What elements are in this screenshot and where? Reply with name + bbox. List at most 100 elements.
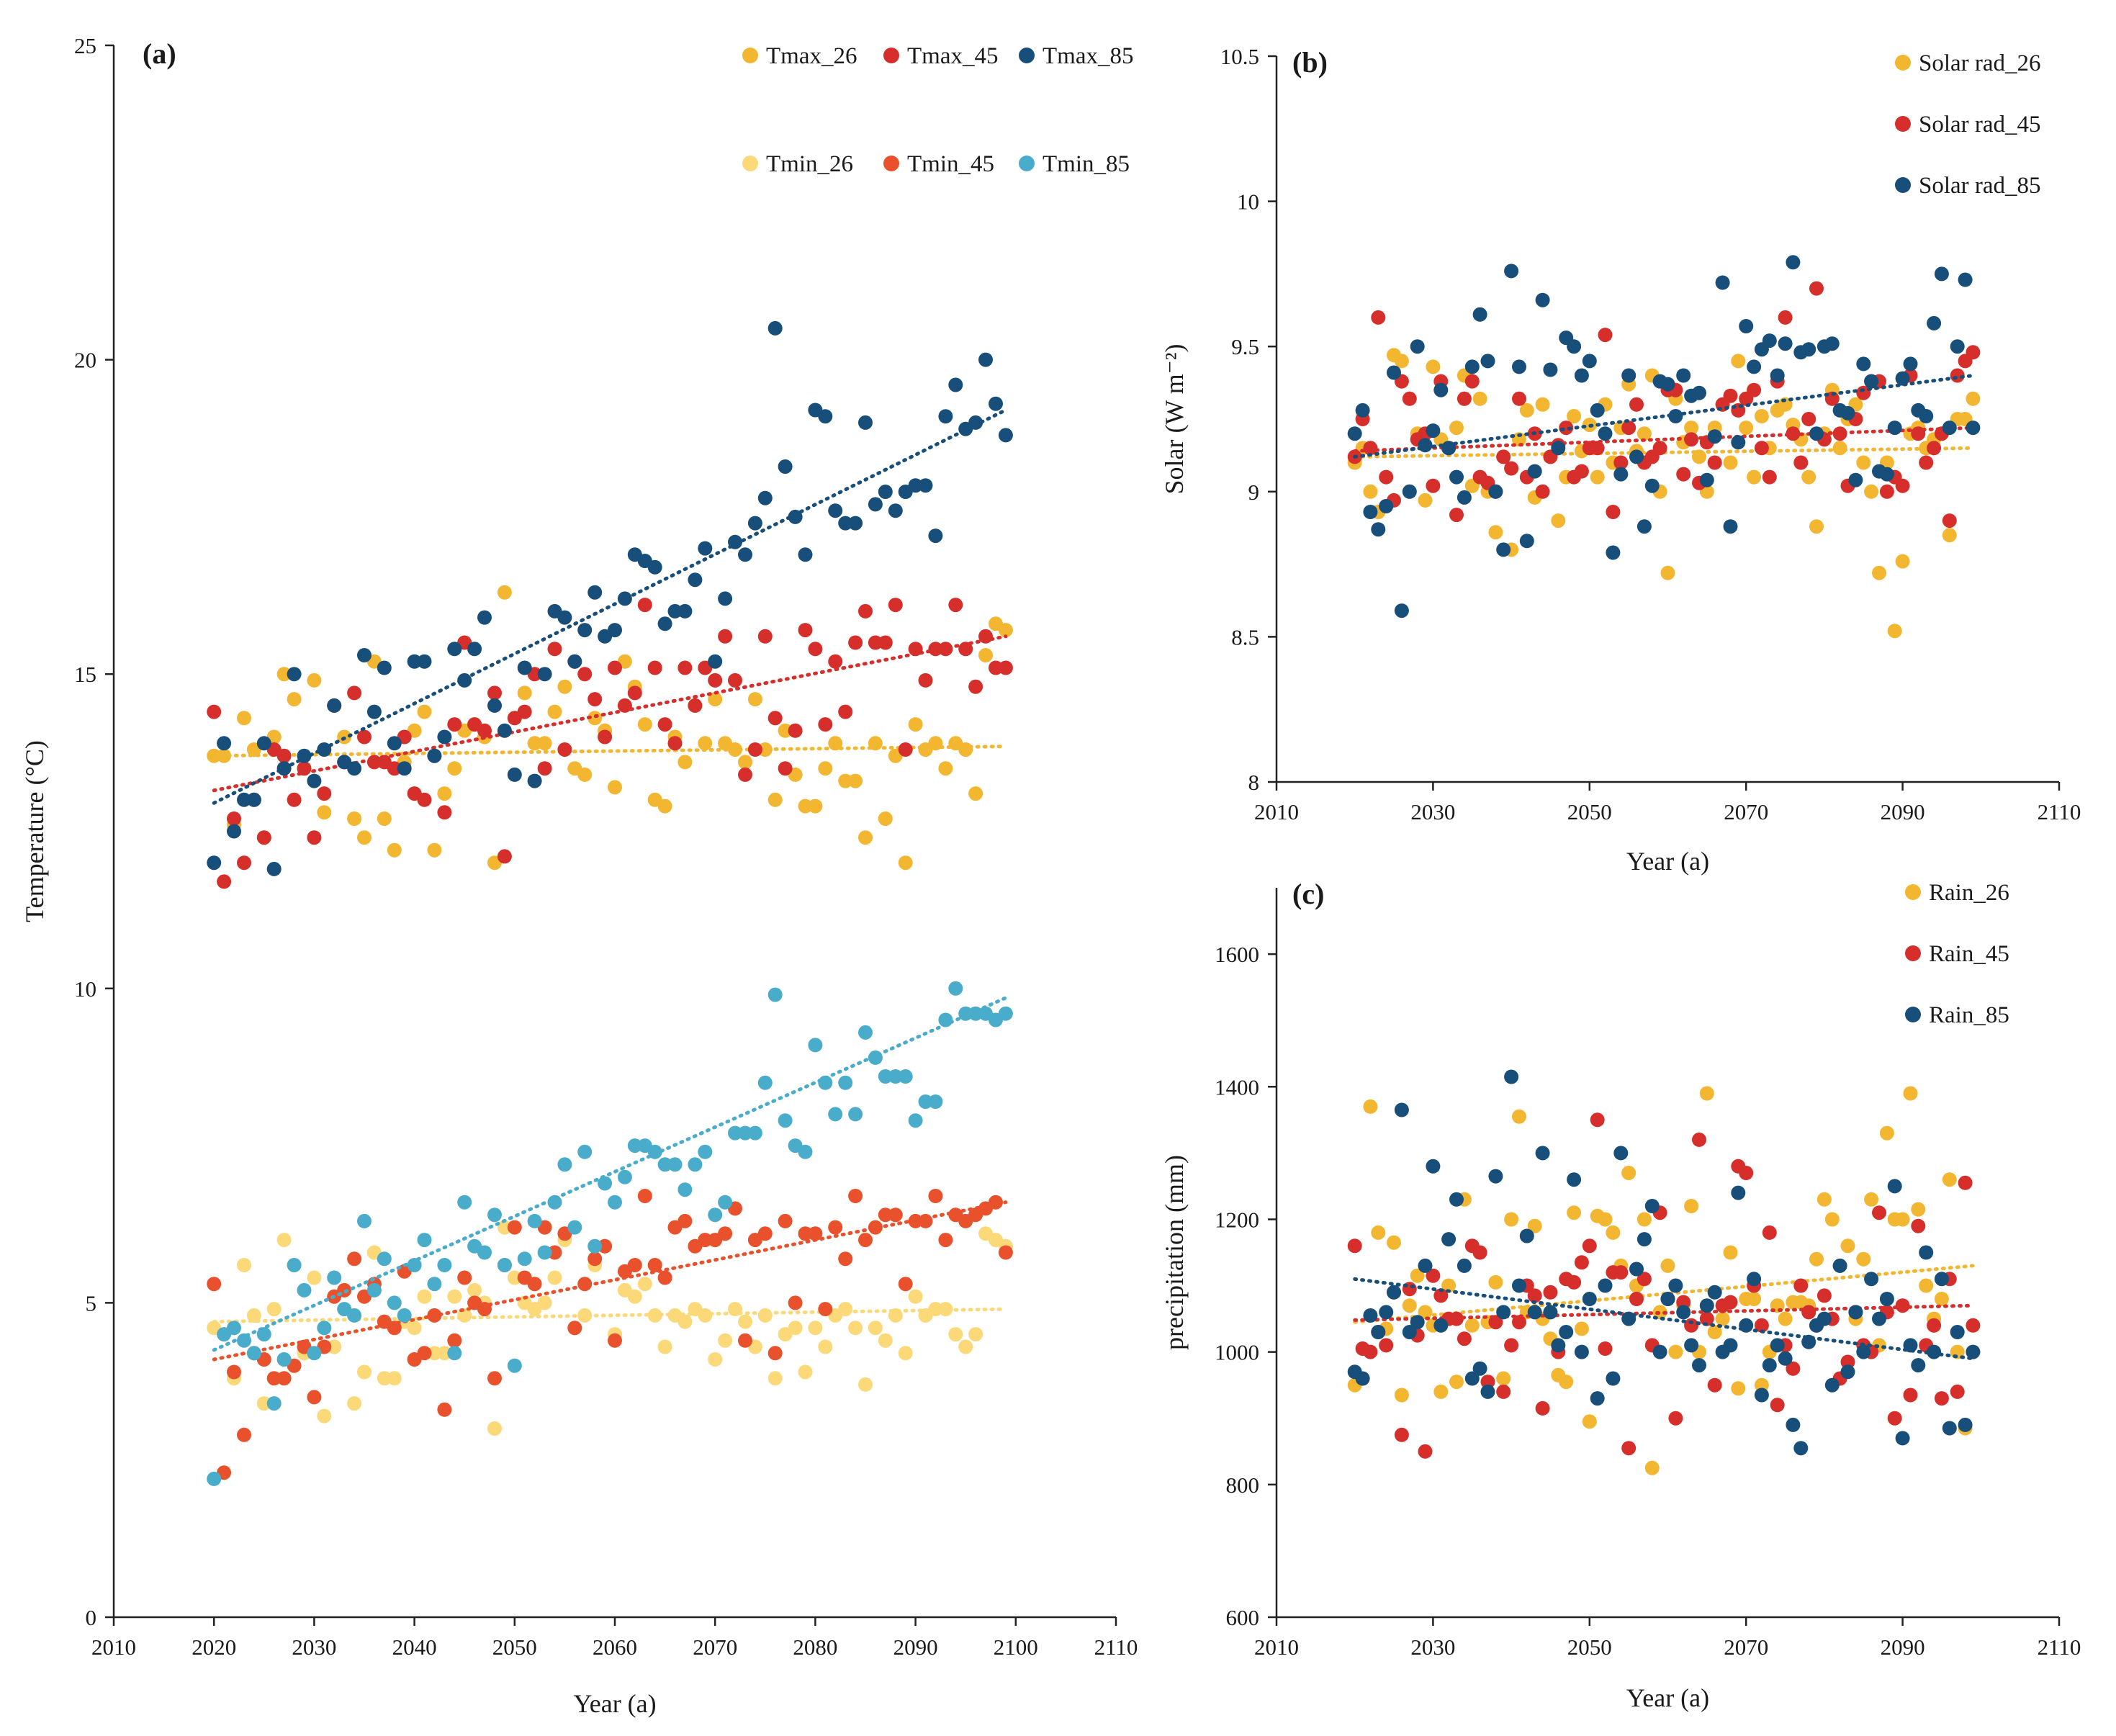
data-point	[1606, 545, 1621, 560]
data-point	[978, 629, 993, 644]
data-point	[828, 1220, 843, 1235]
data-point	[1426, 359, 1441, 374]
data-point	[517, 685, 532, 701]
data-point	[948, 598, 963, 613]
data-point	[627, 685, 642, 701]
data-point	[417, 1289, 432, 1304]
data-point	[1621, 1441, 1636, 1456]
data-point	[1387, 1235, 1401, 1250]
data-point	[276, 667, 292, 682]
data-point	[307, 673, 322, 688]
data-point	[858, 415, 873, 430]
data-point	[397, 1308, 412, 1323]
data-point	[1371, 310, 1386, 325]
data-point	[998, 623, 1013, 638]
data-point	[287, 792, 302, 807]
x-tick-label: 2010	[91, 1634, 136, 1660]
legend-marker	[742, 48, 758, 63]
data-point	[1527, 464, 1542, 479]
data-point	[808, 642, 823, 657]
data-point	[698, 541, 713, 556]
data-point	[1433, 1318, 1449, 1333]
series-tmin_45	[207, 1189, 1013, 1480]
data-point	[798, 1364, 813, 1380]
data-point	[1613, 1146, 1629, 1161]
trendline	[212, 745, 1008, 758]
data-point	[207, 1471, 222, 1486]
data-point	[767, 320, 783, 336]
data-point	[497, 1220, 512, 1235]
data-point	[928, 1189, 943, 1203]
data-point	[1410, 339, 1425, 354]
data-point	[1723, 455, 1738, 470]
data-point	[1621, 420, 1636, 436]
data-point	[1739, 1166, 1754, 1180]
x-axis-title: Year (a)	[573, 1689, 656, 1718]
data-point	[767, 1346, 783, 1361]
y-tick-label: 20	[74, 348, 96, 373]
data-point	[627, 1138, 642, 1153]
data-point	[1347, 426, 1362, 441]
legend-marker	[1019, 48, 1035, 63]
data-point	[1426, 478, 1441, 493]
data-point	[1966, 420, 1981, 436]
data-point	[1699, 1311, 1714, 1326]
x-tick-label: 2090	[1881, 1634, 1925, 1660]
data-point	[377, 811, 392, 826]
data-point	[1934, 1292, 1949, 1306]
data-point	[457, 1195, 472, 1210]
data-point	[1551, 1338, 1566, 1353]
data-point	[537, 1295, 552, 1310]
data-point	[1410, 1268, 1425, 1283]
y-tick-label: 0	[86, 1605, 97, 1630]
data-point	[497, 585, 512, 600]
data-point	[1934, 1272, 1949, 1287]
data-point	[657, 717, 672, 732]
data-point	[888, 1069, 903, 1084]
series-tmax_85	[207, 320, 1013, 876]
data-point	[757, 742, 773, 757]
data-point	[608, 623, 622, 638]
y-tick-label: 25	[74, 33, 96, 58]
data-point	[567, 654, 582, 669]
x-tick-label: 2050	[1567, 799, 1612, 824]
series-solar-rad_85	[1347, 255, 1981, 619]
data-point	[647, 1258, 662, 1272]
data-point	[1762, 1358, 1777, 1373]
data-point	[276, 1371, 292, 1386]
data-point	[1786, 1417, 1801, 1432]
data-point	[798, 799, 813, 814]
data-point	[1747, 382, 1762, 397]
data-point	[1590, 469, 1605, 485]
data-point	[307, 773, 322, 788]
data-point	[1816, 1311, 1832, 1326]
data-point	[1731, 435, 1746, 450]
data-point	[928, 1094, 943, 1109]
data-point	[1809, 281, 1824, 296]
data-point	[1629, 1292, 1644, 1306]
data-point	[1574, 1321, 1589, 1336]
data-point	[366, 1282, 382, 1297]
data-point	[1636, 1272, 1652, 1287]
data-point	[1519, 402, 1534, 418]
data-point	[888, 1207, 903, 1223]
x-tick-label: 2010	[1254, 799, 1299, 824]
data-point	[1543, 362, 1558, 377]
data-point	[1512, 359, 1526, 374]
data-point	[1512, 1278, 1526, 1293]
x-tick-label: 2050	[1567, 1634, 1612, 1660]
data-point	[708, 1207, 723, 1223]
data-point	[1879, 1125, 1894, 1141]
data-point	[246, 1308, 261, 1323]
data-point	[1747, 1272, 1762, 1287]
data-point	[1582, 1292, 1597, 1306]
data-point	[507, 1220, 522, 1235]
data-point	[1919, 1245, 1934, 1260]
data-point	[237, 1258, 251, 1272]
data-point	[587, 1251, 603, 1267]
data-point	[527, 1213, 542, 1228]
y-tick-label: 5	[86, 1290, 97, 1316]
data-point	[1394, 1102, 1409, 1117]
legend-label: Solar rad_85	[1919, 173, 2041, 199]
